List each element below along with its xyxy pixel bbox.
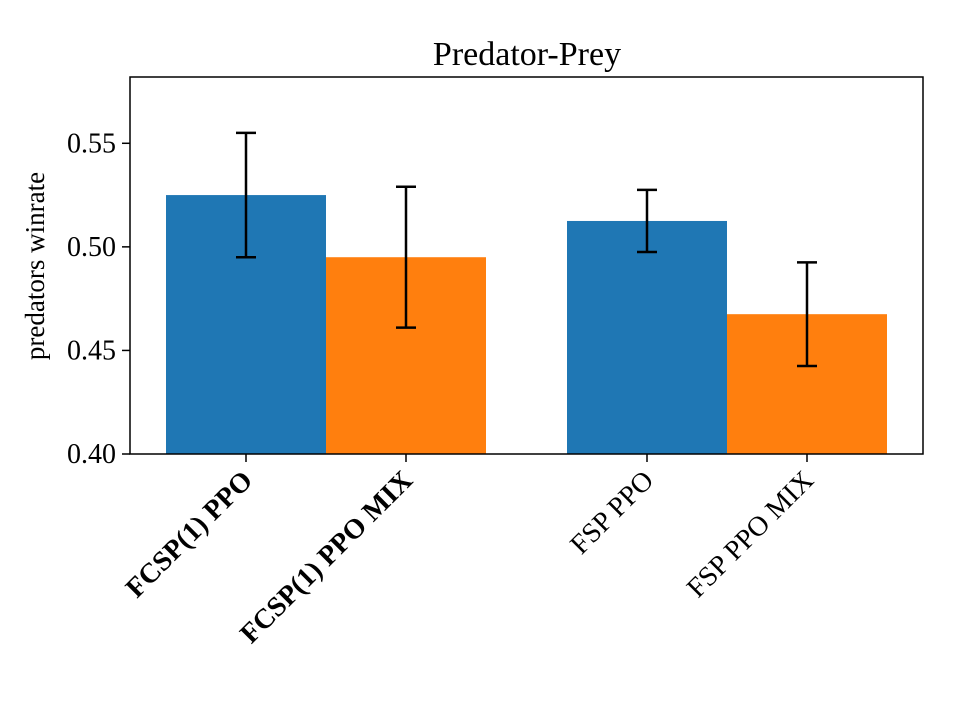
x-tick-label: FCSP(1) PPO MIX	[234, 465, 419, 650]
error-bar-3	[637, 188, 657, 254]
y-tick-label: 0.40	[67, 439, 116, 470]
chart-title: Predator-Prey	[433, 36, 621, 73]
y-axis-label: predators winrate	[20, 172, 50, 360]
x-tick-label: FSP PPO	[564, 465, 659, 560]
y-tick-label: 0.50	[67, 232, 116, 263]
error-bar-4	[797, 261, 817, 368]
y-tick-label: 0.45	[67, 335, 116, 366]
error-bars-group	[236, 131, 817, 368]
bar-3	[567, 220, 727, 454]
error-bar-1	[236, 131, 256, 259]
x-tick-label: FCSP(1) PPO	[120, 465, 259, 604]
y-tick-label: 0.55	[67, 128, 116, 159]
plot-area-frame	[129, 76, 924, 455]
y-axis-ticks: 0.40 0.45 0.50 0.55	[67, 128, 130, 470]
bars-group	[166, 195, 887, 455]
x-tick-label: FSP PPO MIX	[681, 465, 820, 604]
error-bar-2	[396, 185, 416, 329]
